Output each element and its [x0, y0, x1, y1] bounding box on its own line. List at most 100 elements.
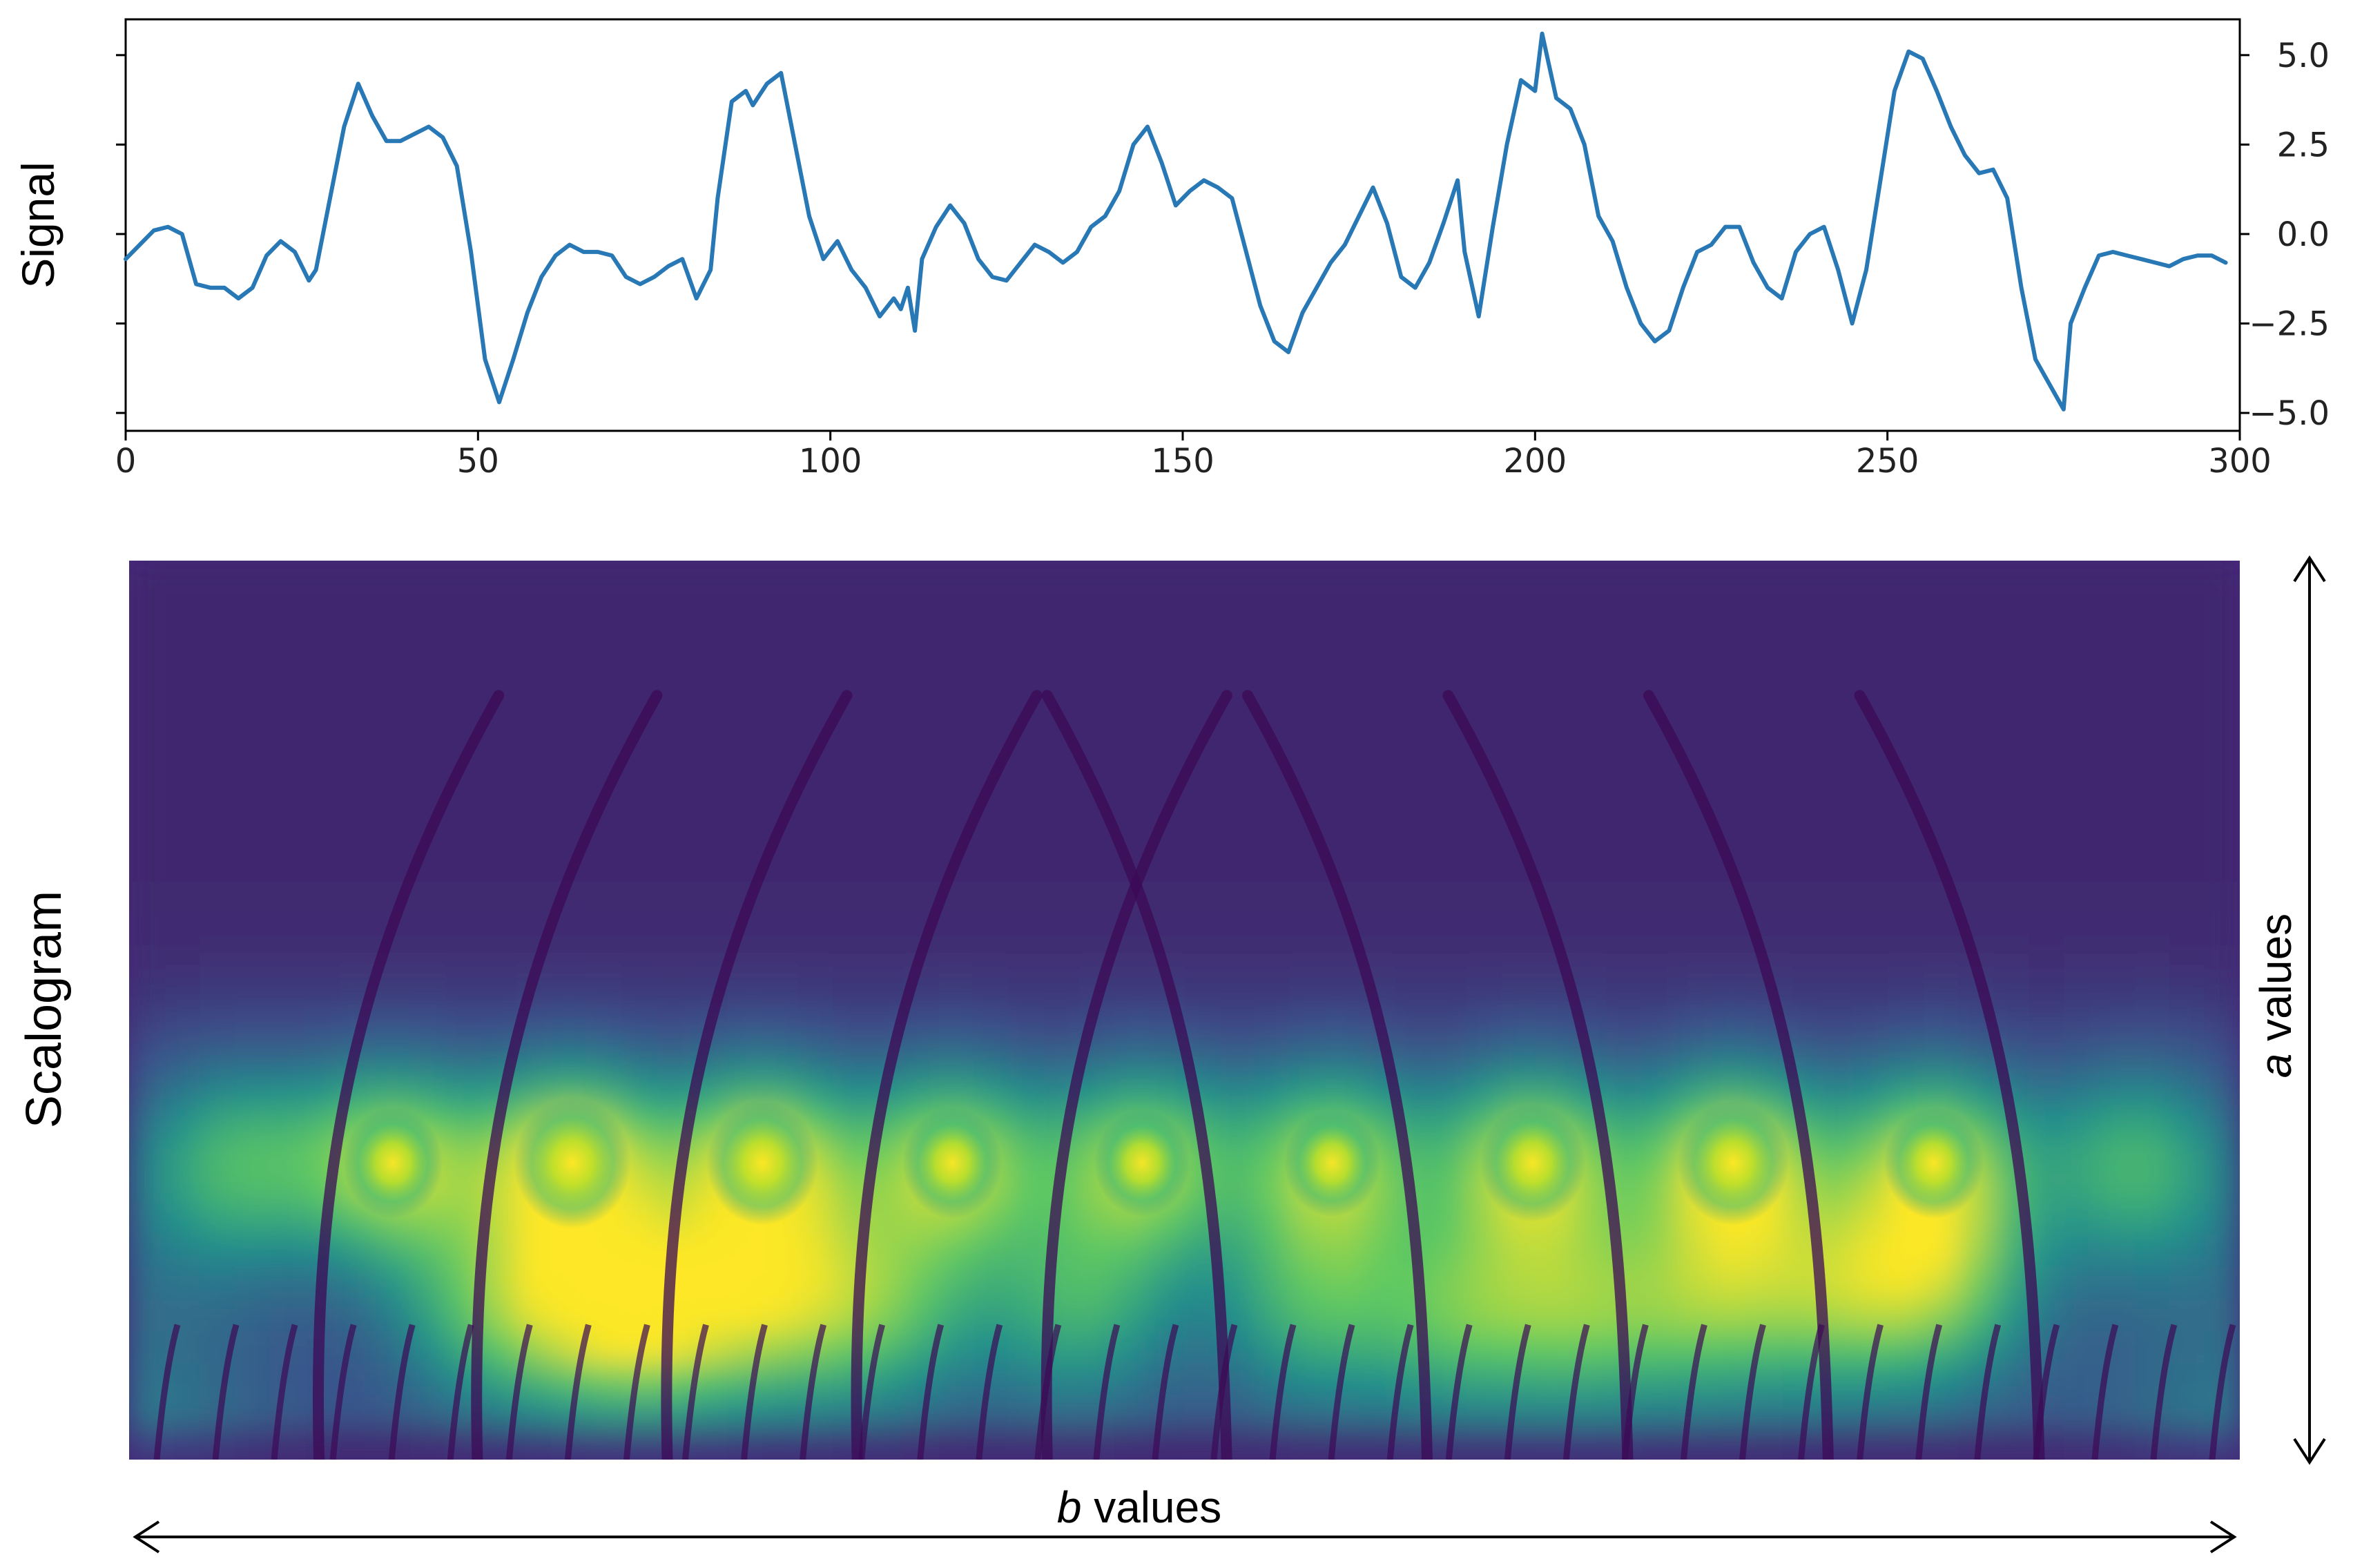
- heatmap-cell: [269, 1203, 306, 1236]
- heatmap-cell: [1536, 785, 1572, 818]
- heatmap-cell: [938, 592, 974, 626]
- y-tick-label: −2.5: [2249, 305, 2330, 344]
- heatmap-cell: [1043, 785, 1080, 818]
- heatmap-cell: [410, 1042, 447, 1075]
- heatmap-cell: [2134, 1395, 2171, 1429]
- heatmap-cell: [551, 1235, 588, 1268]
- heatmap-cell: [164, 1299, 200, 1332]
- heatmap-cell: [2099, 1267, 2136, 1300]
- heatmap-cell: [304, 946, 341, 979]
- heatmap-cell: [269, 978, 306, 1011]
- heatmap-cell: [657, 785, 693, 818]
- heatmap-cell: [129, 721, 165, 754]
- heatmap-cell: [2064, 592, 2100, 626]
- heatmap-cell: [1431, 817, 1467, 851]
- heatmap-cell: [1219, 1203, 1256, 1236]
- heatmap-cell: [2169, 1203, 2206, 1236]
- heatmap-cell: [516, 657, 552, 690]
- heatmap-cell: [304, 1010, 341, 1043]
- heatmap-cell: [269, 721, 306, 754]
- heatmap-cell: [1676, 849, 1713, 882]
- heatmap-cell: [1360, 1395, 1397, 1429]
- heatmap-cell: [727, 592, 764, 626]
- heatmap-cell: [1782, 592, 1819, 626]
- heatmap-cell: [1923, 721, 1959, 754]
- heatmap-cell: [445, 817, 482, 851]
- heatmap-cell: [1782, 625, 1819, 658]
- heatmap-cell: [762, 721, 799, 754]
- heatmap-cell: [1501, 1042, 1538, 1075]
- heatmap-cell: [1184, 1363, 1221, 1396]
- heatmap-cell: [1747, 721, 1783, 754]
- heatmap-cell: [340, 882, 376, 915]
- heatmap-cell: [410, 1331, 447, 1364]
- heatmap-cell: [1712, 753, 1748, 786]
- heatmap-cell: [410, 657, 447, 690]
- heatmap-cell: [1219, 946, 1256, 979]
- heatmap-cell: [1712, 1395, 1748, 1429]
- heatmap-cell: [1888, 592, 1924, 626]
- heatmap-cell: [797, 849, 834, 882]
- heatmap-cell: [938, 689, 974, 722]
- heatmap-cell: [2064, 753, 2100, 786]
- heatmap-cell: [586, 1363, 623, 1396]
- heatmap-cell: [1852, 753, 1889, 786]
- heatmap-cell: [2099, 1106, 2136, 1139]
- heatmap-cell: [1993, 817, 2030, 851]
- heatmap-cell: [199, 561, 235, 594]
- heatmap-cell: [1923, 561, 1959, 594]
- scalogram-ridge-small: [800, 1324, 826, 1460]
- heatmap-cell: [1255, 946, 1291, 979]
- heatmap-cell: [1431, 946, 1467, 979]
- scalogram-ridge-small: [1562, 1324, 1590, 1460]
- heatmap-cell: [269, 1235, 306, 1268]
- heatmap-cell: [1184, 1010, 1221, 1043]
- heatmap-cell: [1184, 882, 1221, 915]
- heatmap-cell: [164, 657, 200, 690]
- heatmap-cell: [1817, 1170, 1854, 1203]
- heatmap-cell: [2099, 1395, 2136, 1429]
- heatmap-cell: [1255, 882, 1291, 915]
- heatmap-cell: [1290, 561, 1326, 594]
- heatmap-cell: [1219, 721, 1256, 754]
- heatmap-cell: [2064, 817, 2100, 851]
- heatmap-cell: [833, 721, 869, 754]
- heatmap-cell: [2134, 625, 2171, 658]
- heatmap-cell: [1431, 1010, 1467, 1043]
- heatmap-cell: [2029, 882, 2065, 915]
- heatmap-cell: [1958, 817, 1995, 851]
- scalogram-ridge-small: [329, 1324, 357, 1460]
- b-values-arrow: [133, 1520, 2237, 1554]
- heatmap-cell: [1431, 913, 1467, 947]
- heatmap-cell: [1501, 1074, 1538, 1107]
- heatmap-cell: [410, 882, 447, 915]
- heatmap-cell: [2099, 882, 2136, 915]
- heatmap-cell: [551, 978, 588, 1011]
- heatmap-cell: [797, 978, 834, 1011]
- heatmap-cell: [1923, 946, 1959, 979]
- heatmap-cell: [1817, 1010, 1854, 1043]
- heatmap-cell: [2205, 1170, 2240, 1203]
- heatmap-cell: [164, 785, 200, 818]
- heatmap-cell: [1008, 1010, 1045, 1043]
- heatmap-cell: [1958, 1074, 1995, 1107]
- heatmap-cell: [2064, 1267, 2100, 1300]
- heatmap-cell: [1043, 849, 1080, 882]
- heatmap-cell: [1395, 817, 1432, 851]
- heatmap-cell: [586, 913, 623, 947]
- heatmap-cell: [833, 625, 869, 658]
- heatmap-cell: [1219, 1267, 1256, 1300]
- heatmap-cell: [1501, 657, 1538, 690]
- heatmap-cell: [1290, 946, 1326, 979]
- heatmap-cell: [164, 625, 200, 658]
- heatmap-cell: [1536, 592, 1572, 626]
- heatmap-cell: [1501, 625, 1538, 658]
- heatmap-cell: [1219, 1235, 1256, 1268]
- heatmap-cell: [1360, 1363, 1397, 1396]
- heatmap-cell: [1290, 1042, 1326, 1075]
- heatmap-cell: [516, 1299, 552, 1332]
- heatmap-cell: [304, 753, 341, 786]
- heatmap-cell: [868, 849, 904, 882]
- heatmap-cell: [1782, 946, 1819, 979]
- heatmap-cell: [2169, 882, 2206, 915]
